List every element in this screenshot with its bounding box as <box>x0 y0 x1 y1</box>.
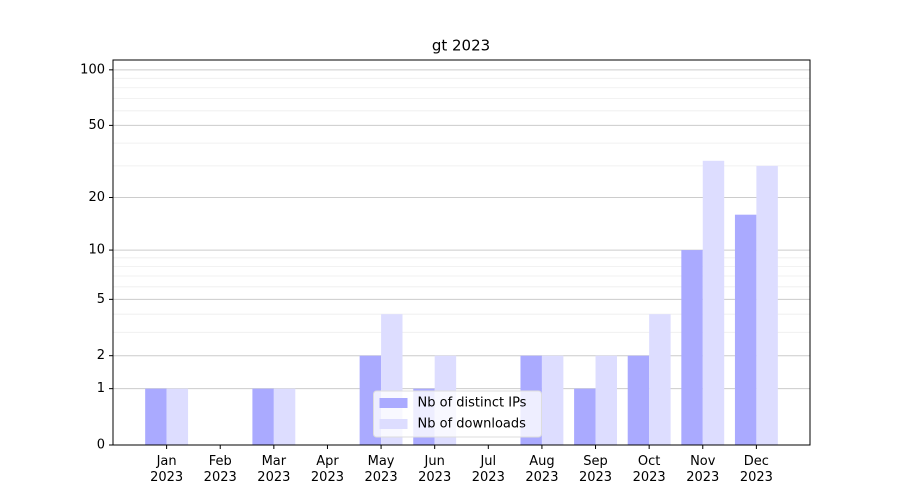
y-tick-label: 1 <box>97 381 105 396</box>
y-tick-label: 2 <box>97 348 105 363</box>
x-tick-label: Dec 2023 <box>740 454 773 485</box>
y-tick-label: 0 <box>97 438 105 453</box>
y-tick-label: 10 <box>88 243 105 258</box>
y-tick-label: 20 <box>88 190 105 205</box>
x-tick-label-line: 2023 <box>525 470 558 485</box>
x-tick-label: Oct 2023 <box>633 454 666 485</box>
x-tick-label-line: 2023 <box>472 470 505 485</box>
x-tick-label: Mar 2023 <box>257 454 290 485</box>
bar <box>145 388 167 445</box>
bar <box>595 355 617 445</box>
bar <box>627 355 650 445</box>
x-tick-label-line: 2023 <box>150 470 183 485</box>
x-tick-label-line: 2023 <box>365 470 398 485</box>
x-tick-label: Jan 2023 <box>150 454 183 485</box>
x-tick-label: Apr 2023 <box>311 454 344 485</box>
x-tick-label-line: 2023 <box>686 470 719 485</box>
x-tick-label-line: Apr <box>316 454 339 469</box>
y-tick-label: 5 <box>97 292 105 307</box>
y-tick-label: 50 <box>88 118 105 133</box>
legend-box <box>373 390 542 438</box>
x-tick-label-line: Aug <box>529 454 554 469</box>
x-tick-label: Feb 2023 <box>204 454 237 485</box>
bar <box>681 250 703 445</box>
bar <box>541 355 564 445</box>
x-tick-label-line: 2023 <box>579 470 612 485</box>
plot-frame <box>112 59 811 446</box>
x-tick-label-line: 2023 <box>257 470 290 485</box>
x-tick-label-line: 2023 <box>311 470 344 485</box>
x-tick-label-line: Dec <box>744 454 769 469</box>
x-tick-label-line: Feb <box>209 454 232 469</box>
x-tick-label: Sep 2023 <box>579 454 612 485</box>
x-tick-label-line: Jul <box>479 454 496 469</box>
x-tick-label-line: Mar <box>262 454 287 469</box>
x-tick-label-line: 2023 <box>633 470 666 485</box>
bar <box>166 388 189 445</box>
x-tick-label-line: 2023 <box>740 470 773 485</box>
x-tick-label: May 2023 <box>365 454 398 485</box>
chart-title: gt 2023 <box>432 37 490 55</box>
bar <box>574 388 596 445</box>
legend-label: Nb of downloads <box>418 417 527 432</box>
x-tick-label: Nov 2023 <box>686 454 719 485</box>
y-tick-label: 100 <box>80 62 105 77</box>
x-tick-label-line: 2023 <box>204 470 237 485</box>
legend-swatch <box>379 419 408 429</box>
x-tick-label: Aug 2023 <box>525 454 558 485</box>
bar <box>734 214 757 445</box>
x-tick-label-line: Jun <box>424 454 445 469</box>
bar <box>273 388 296 445</box>
x-tick-label-line: May <box>368 454 395 469</box>
bar <box>702 160 725 445</box>
legend-swatch <box>379 398 408 408</box>
x-tick-label-line: Nov <box>690 454 716 469</box>
legend-label: Nb of distinct IPs <box>418 396 527 411</box>
x-tick-label-line: Oct <box>638 454 660 469</box>
x-tick-label-line: Sep <box>583 454 608 469</box>
bar <box>649 314 671 445</box>
x-tick-label-line: 2023 <box>418 470 451 485</box>
x-tick-label: Jun 2023 <box>418 454 451 485</box>
bar <box>756 165 778 445</box>
x-tick-label: Jul 2023 <box>472 454 505 485</box>
bar <box>252 388 274 445</box>
x-tick-label-line: Jan <box>156 454 177 469</box>
